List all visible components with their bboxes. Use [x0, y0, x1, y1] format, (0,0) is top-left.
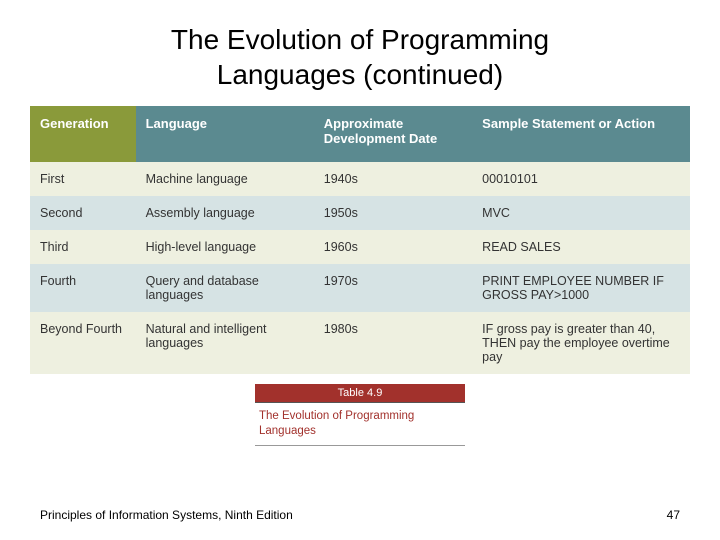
- cell: Assembly language: [136, 196, 314, 230]
- page-number: 47: [667, 508, 680, 522]
- cell: Fourth: [30, 264, 136, 312]
- cell: Machine language: [136, 162, 314, 196]
- cell: PRINT EMPLOYEE NUMBER IF GROSS PAY>1000: [472, 264, 690, 312]
- table-row: Third High-level language 1960s READ SAL…: [30, 230, 690, 264]
- table-header-row: Generation Language Approximate Developm…: [30, 106, 690, 162]
- cell: 1950s: [314, 196, 472, 230]
- th-date: Approximate Development Date: [314, 106, 472, 162]
- th-sample: Sample Statement or Action: [472, 106, 690, 162]
- cell: High-level language: [136, 230, 314, 264]
- caption-label: Table 4.9: [255, 384, 465, 403]
- table-row: Fourth Query and database languages 1970…: [30, 264, 690, 312]
- table-row: Beyond Fourth Natural and intelligent la…: [30, 312, 690, 374]
- title-line-2: Languages (continued): [217, 59, 503, 90]
- cell: Beyond Fourth: [30, 312, 136, 374]
- caption-text: The Evolution of Programming Languages: [255, 403, 465, 446]
- generations-table: Generation Language Approximate Developm…: [30, 106, 690, 374]
- cell: Natural and intelligent languages: [136, 312, 314, 374]
- table-caption: Table 4.9 The Evolution of Programming L…: [255, 384, 465, 446]
- cell: READ SALES: [472, 230, 690, 264]
- slide-title: The Evolution of Programming Languages (…: [0, 0, 720, 92]
- cell: IF gross pay is greater than 40, THEN pa…: [472, 312, 690, 374]
- cell: 00010101: [472, 162, 690, 196]
- cell: 1960s: [314, 230, 472, 264]
- cell: First: [30, 162, 136, 196]
- cell: 1980s: [314, 312, 472, 374]
- table-body: First Machine language 1940s 00010101 Se…: [30, 162, 690, 374]
- th-generation: Generation: [30, 106, 136, 162]
- cell: 1970s: [314, 264, 472, 312]
- footer-source: Principles of Information Systems, Ninth…: [40, 508, 293, 522]
- cell: MVC: [472, 196, 690, 230]
- th-language: Language: [136, 106, 314, 162]
- table-row: Second Assembly language 1950s MVC: [30, 196, 690, 230]
- cell: 1940s: [314, 162, 472, 196]
- cell: Second: [30, 196, 136, 230]
- table-row: First Machine language 1940s 00010101: [30, 162, 690, 196]
- cell: Query and database languages: [136, 264, 314, 312]
- title-line-1: The Evolution of Programming: [171, 24, 549, 55]
- cell: Third: [30, 230, 136, 264]
